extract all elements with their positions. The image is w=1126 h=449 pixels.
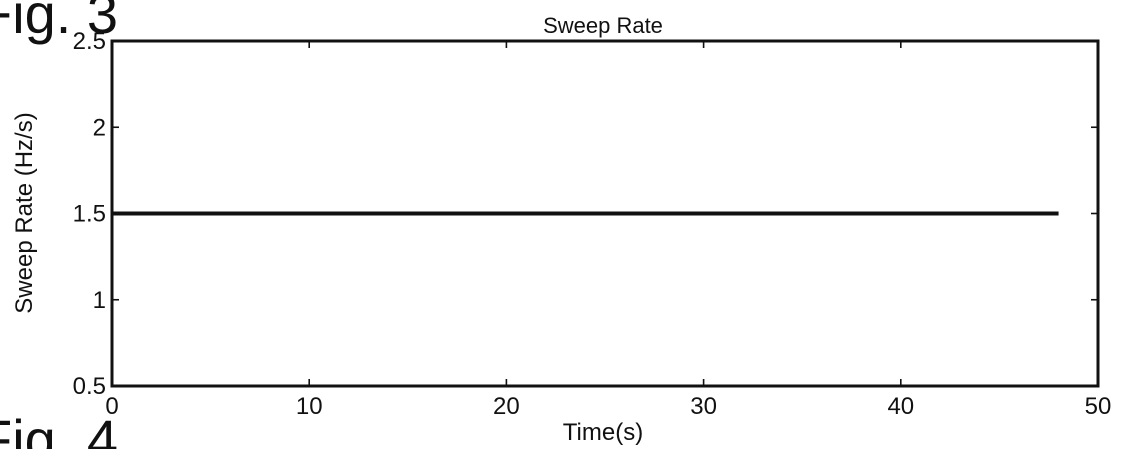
- figure-label-bottom: Fig. 4: [0, 412, 118, 449]
- x-tick-label: 10: [296, 393, 323, 420]
- y-tick-label: 2: [93, 114, 106, 141]
- y-tick-label: 2.5: [73, 28, 106, 55]
- x-tick-label: 40: [887, 393, 914, 420]
- chart-title: Sweep Rate: [543, 13, 663, 38]
- tick-labels: 010203040500.511.522.5: [73, 28, 1112, 420]
- y-tick-label: 0.5: [73, 373, 106, 400]
- x-axis-label: Time(s): [563, 419, 643, 446]
- y-axis-label: Sweep Rate (Hz/s): [11, 112, 38, 313]
- x-tick-label: 20: [493, 393, 520, 420]
- x-tick-label: 50: [1085, 393, 1112, 420]
- y-tick-label: 1: [93, 287, 106, 314]
- y-tick-label: 1.5: [73, 201, 106, 228]
- x-tick-label: 30: [690, 393, 717, 420]
